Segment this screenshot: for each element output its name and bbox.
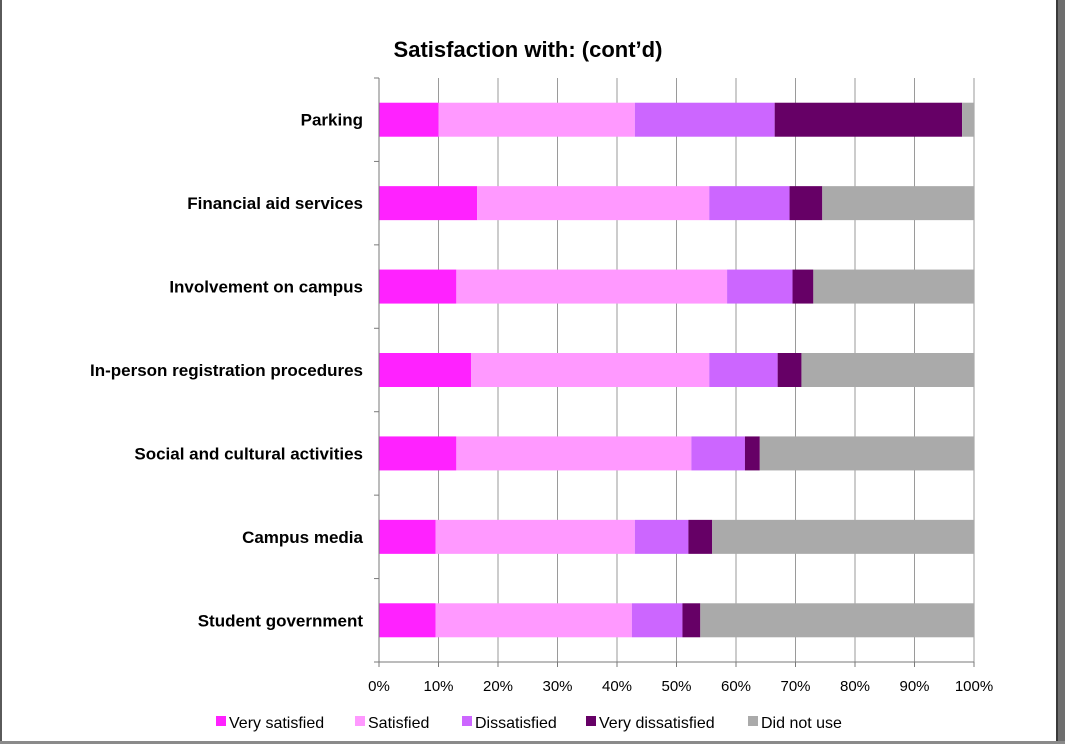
legend-swatch bbox=[748, 716, 758, 726]
window-border-bottom bbox=[0, 741, 1065, 744]
category-label: Student government bbox=[198, 611, 364, 630]
legend-swatch bbox=[586, 716, 596, 726]
legend-label: Satisfied bbox=[368, 715, 429, 732]
x-tick-label: 10% bbox=[423, 678, 453, 695]
bar-segment bbox=[709, 186, 790, 221]
legend-label: Did not use bbox=[761, 715, 842, 732]
category-label: Parking bbox=[301, 111, 363, 130]
bar-segment bbox=[700, 603, 974, 638]
bar-segment bbox=[435, 603, 632, 638]
bar-segment bbox=[777, 353, 802, 387]
bar-segment bbox=[727, 269, 793, 304]
bar-segment bbox=[789, 186, 823, 221]
x-tick-label: 30% bbox=[542, 678, 572, 695]
bar-segment bbox=[759, 436, 974, 471]
bar-segment bbox=[682, 603, 701, 638]
bar-segment bbox=[379, 269, 457, 304]
window-border-left bbox=[0, 0, 2, 744]
x-tick-label: 90% bbox=[899, 678, 929, 695]
category-label: Social and cultural activities bbox=[134, 444, 363, 463]
bar-segment bbox=[774, 102, 963, 137]
category-label: Campus media bbox=[242, 528, 363, 547]
bar-segment bbox=[792, 269, 814, 304]
legend-swatch bbox=[216, 716, 226, 726]
legend-label: Very dissatisfied bbox=[599, 715, 715, 732]
axes bbox=[374, 77, 975, 667]
chart-title: Satisfaction with: (cont’d) bbox=[394, 37, 663, 62]
x-tick-label: 60% bbox=[721, 678, 751, 695]
x-tick-label: 20% bbox=[483, 678, 513, 695]
x-tick-label: 100% bbox=[955, 678, 993, 695]
bars bbox=[379, 102, 974, 638]
bar-segment bbox=[471, 353, 710, 387]
bar-segment bbox=[822, 186, 974, 221]
x-tick-label: 70% bbox=[780, 678, 810, 695]
x-tick-label: 50% bbox=[661, 678, 691, 695]
category-labels: Parking Financial aid services Involvement… bbox=[90, 111, 364, 631]
bar-segment bbox=[709, 353, 778, 387]
window-border-right-edge bbox=[1056, 0, 1058, 744]
bar-segment bbox=[813, 269, 974, 304]
bar-segment bbox=[456, 269, 728, 304]
bar-segment bbox=[379, 186, 478, 221]
bar-segment bbox=[477, 186, 710, 221]
x-tick-label: 0% bbox=[368, 678, 390, 695]
bar-segment bbox=[962, 102, 974, 137]
bar-segment bbox=[691, 436, 745, 471]
category-label: In-person registration procedures bbox=[90, 361, 363, 380]
legend-swatch bbox=[355, 716, 365, 726]
legend-label: Dissatisfied bbox=[475, 715, 557, 732]
legend: Very satisfied Satisfied Dissatisfied Very … bbox=[216, 715, 842, 732]
bar-segment bbox=[712, 519, 974, 554]
bar-segment bbox=[688, 519, 713, 554]
bar-segment bbox=[801, 353, 974, 387]
category-label: Involvement on campus bbox=[169, 278, 363, 297]
x-tick-label: 40% bbox=[602, 678, 632, 695]
x-tick-labels: 0% 10% 20% 30% 40% 50% 60% 70% 80% 90% 100% bbox=[368, 678, 993, 695]
bar-segment bbox=[379, 102, 439, 137]
bar-segment bbox=[379, 603, 436, 638]
window-border-right bbox=[1056, 0, 1065, 744]
bar-segment bbox=[438, 102, 635, 137]
bar-segment bbox=[379, 353, 472, 387]
category-label: Financial aid services bbox=[187, 194, 363, 213]
bar-segment bbox=[456, 436, 692, 471]
bar-segment bbox=[631, 603, 683, 638]
bar-segment bbox=[435, 519, 635, 554]
bar-segment bbox=[379, 436, 457, 471]
bar-segment bbox=[379, 519, 436, 554]
legend-label: Very satisfied bbox=[229, 715, 324, 732]
legend-swatch bbox=[462, 716, 472, 726]
bar-segment bbox=[744, 436, 760, 471]
bar-segment bbox=[634, 519, 689, 554]
bar-segment bbox=[634, 102, 775, 137]
x-tick-label: 80% bbox=[840, 678, 870, 695]
